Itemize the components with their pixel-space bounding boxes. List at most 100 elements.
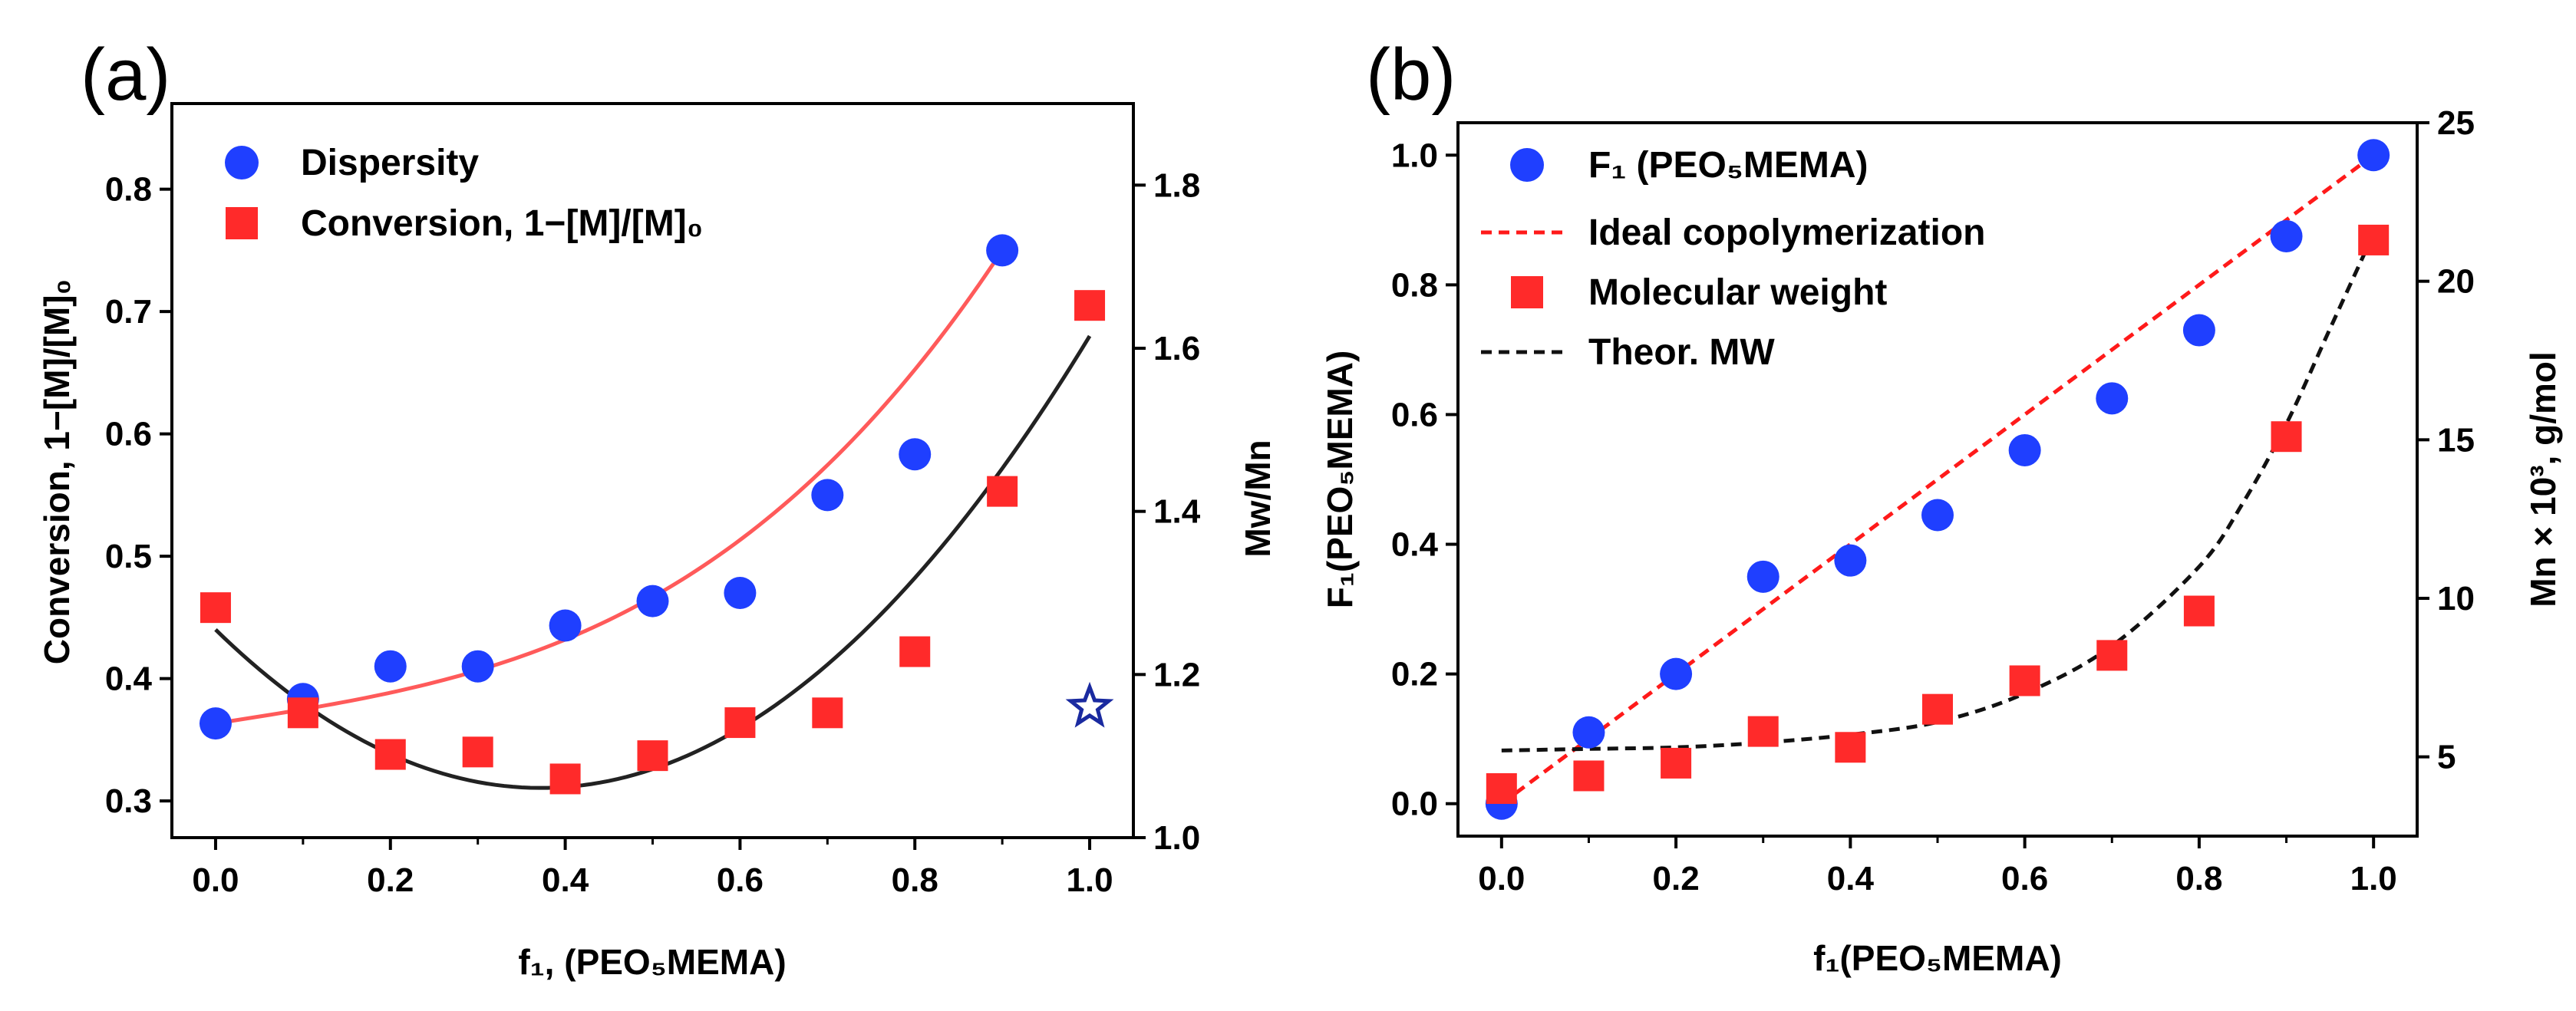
data-point-square: [2271, 421, 2302, 453]
legend-conversion-label: Conversion, 1−[M]/[M]₀: [301, 203, 703, 244]
data-point-square: [2096, 640, 2128, 671]
data-point-square: [462, 736, 493, 768]
x-tick-label: 0.2: [1653, 860, 1700, 897]
data-point-circle: [899, 438, 932, 471]
x-tick-label: 0.8: [892, 861, 938, 899]
data-point-circle: [2008, 433, 2041, 466]
y-left-tick-label: 0.6: [105, 416, 152, 453]
data-point-square: [1074, 290, 1106, 321]
panel-b-legend: F₁ (PEO₅MEMA) Ideal copolymerization Mol…: [1481, 145, 1985, 373]
y-right-tick-label: 15: [2437, 421, 2475, 459]
data-point-square: [1747, 716, 1779, 747]
data-point-square: [812, 697, 843, 729]
data-point-circle: [1834, 544, 1867, 577]
y-left-tick-label: 0.4: [105, 660, 153, 698]
data-point-circle: [2270, 219, 2303, 252]
y-left-tick-label: 0.2: [1391, 656, 1438, 693]
y-left-tick-label: 0.5: [105, 538, 152, 575]
data-point-circle: [2357, 139, 2390, 172]
x-tick-label: 0.4: [542, 861, 589, 899]
legend-theor-label: Theor. MW: [1588, 332, 1775, 373]
star-marker: [1065, 681, 1114, 728]
data-point-square: [1486, 773, 1517, 804]
panel-a-xlabel: f₁, (PEO₅MEMA): [518, 942, 786, 982]
y-right-tick-label: 10: [2437, 580, 2475, 617]
x-tick-label: 1.0: [2350, 860, 2397, 897]
x-tick-label: 0.0: [192, 861, 239, 899]
data-point-circle: [724, 577, 757, 609]
data-point-square: [987, 476, 1018, 507]
y-left-tick-label: 0.4: [1391, 526, 1439, 564]
legend-ideal-label: Ideal copolymerization: [1588, 212, 1985, 253]
legend-mw-label: Molecular weight: [1588, 272, 1887, 313]
data-point-circle: [199, 707, 232, 740]
y-right-tick-label: 20: [2437, 263, 2475, 301]
y-right-tick-label: 1.6: [1153, 330, 1200, 367]
data-point-square: [2358, 224, 2390, 255]
x-tick-label: 0.6: [717, 861, 764, 899]
x-tick-label: 0.8: [2175, 860, 2222, 897]
y-left-tick-label: 1.0: [1391, 137, 1438, 174]
legend-dispersity-label: Dispersity: [301, 143, 479, 183]
y-right-tick-label: 1.0: [1153, 819, 1200, 857]
y-right-tick-label: 1.4: [1153, 493, 1201, 531]
data-point-circle: [1921, 499, 1954, 532]
x-tick-label: 0.6: [2001, 860, 2048, 897]
x-tick-label: 0.2: [367, 861, 414, 899]
data-point-square: [1661, 747, 1692, 779]
data-point-circle: [549, 609, 582, 642]
data-point-square: [200, 592, 231, 624]
x-tick-label: 1.0: [1066, 861, 1113, 899]
series-line-conversion-fit: [214, 334, 1092, 790]
data-point-square: [1573, 760, 1605, 792]
panel-b-ylabel-right: Mn × 10³, g/mol: [2523, 351, 2563, 608]
data-point-circle: [1572, 716, 1605, 749]
panel-a-label: (a): [81, 34, 170, 116]
panel-b: (b) 0.0 0.2 0.4 0.6 0.8 1.0 0.0 0.2 0.4 0.6 0.8 1.…: [1320, 34, 2563, 978]
data-point-square: [2183, 595, 2215, 627]
panel-a-legend: Dispersity Conversion, 1−[M]/[M]₀: [225, 143, 703, 244]
panel-b-xlabel: f₁(PEO₅MEMA): [1813, 938, 2062, 978]
data-point-circle: [461, 650, 494, 683]
series-line-ideal-copolymerization: [1500, 153, 2375, 805]
data-point-square: [2009, 665, 2040, 697]
y-left-tick-label: 0.7: [105, 293, 152, 331]
data-point-circle: [1660, 657, 1693, 690]
x-tick-label: 0.0: [1478, 860, 1525, 897]
data-point-square: [374, 739, 406, 770]
data-point-circle: [986, 234, 1019, 267]
data-point-square: [1835, 732, 1866, 763]
data-point-square: [899, 636, 931, 667]
legend-f1-label: F₁ (PEO₅MEMA): [1588, 145, 1869, 186]
data-point-square: [637, 740, 668, 772]
y-left-tick-label: 0.0: [1391, 785, 1438, 823]
legend-dispersity-marker: [225, 146, 259, 179]
data-point-square: [724, 707, 756, 739]
data-point-circle: [2182, 314, 2215, 347]
data-point-circle: [2096, 382, 2129, 415]
data-point-square: [1922, 693, 1953, 725]
y-left-tick-label: 0.6: [1391, 396, 1438, 433]
y-left-tick-label: 0.8: [1391, 266, 1438, 304]
y-left-tick-label: 0.8: [105, 171, 152, 209]
x-tick-label: 0.4: [1827, 860, 1875, 897]
panel-b-ylabel-left: F₁(PEO₅MEMA): [1320, 351, 1360, 609]
data-point-circle: [636, 585, 669, 617]
y-right-tick-label: 1.2: [1153, 656, 1200, 693]
series-line-dispersity-fit: [215, 249, 1004, 726]
y-right-tick-label: 1.8: [1153, 166, 1200, 204]
panel-b-label: (b): [1366, 34, 1456, 116]
data-point-circle: [374, 650, 407, 683]
panel-a: (a) 0.0 0.2 0.4 0.6 0.8 1.0 0.3 0.4 0.5 0.6 0.7 0.…: [37, 34, 1278, 982]
legend-mw-marker: [1511, 276, 1543, 308]
data-point-square: [549, 763, 581, 795]
panel-a-ylabel-right: Mw/Mn: [1238, 440, 1278, 557]
data-point-circle: [1746, 560, 1779, 593]
data-point-circle: [811, 479, 844, 512]
legend-f1-marker: [1510, 148, 1544, 182]
data-point-square: [287, 697, 318, 729]
y-right-tick-label: 5: [2437, 739, 2456, 776]
y-left-tick-label: 0.3: [105, 782, 152, 820]
legend-conversion-marker: [226, 207, 258, 239]
